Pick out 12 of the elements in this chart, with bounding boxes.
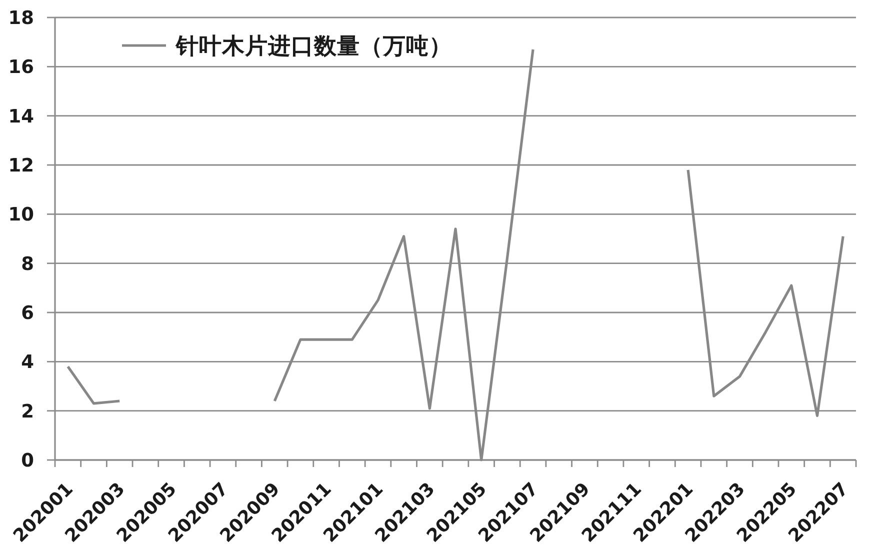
y-tick-label: 4 — [21, 352, 34, 374]
y-tick-label: 16 — [8, 57, 34, 78]
legend: 针叶木片进口数量（万吨） — [122, 34, 441, 60]
y-tick-label: 14 — [8, 106, 34, 128]
y-tick-label: 18 — [8, 8, 34, 29]
y-tick-label: 8 — [21, 254, 34, 275]
y-tick-label: 10 — [8, 204, 34, 226]
y-tick-label: 2 — [21, 401, 34, 422]
legend-label: 针叶木片进口数量（万吨） — [175, 34, 441, 60]
y-tick-label: 6 — [21, 303, 34, 324]
y-tick-label: 0 — [21, 450, 34, 472]
y-tick-label: 12 — [8, 156, 34, 176]
